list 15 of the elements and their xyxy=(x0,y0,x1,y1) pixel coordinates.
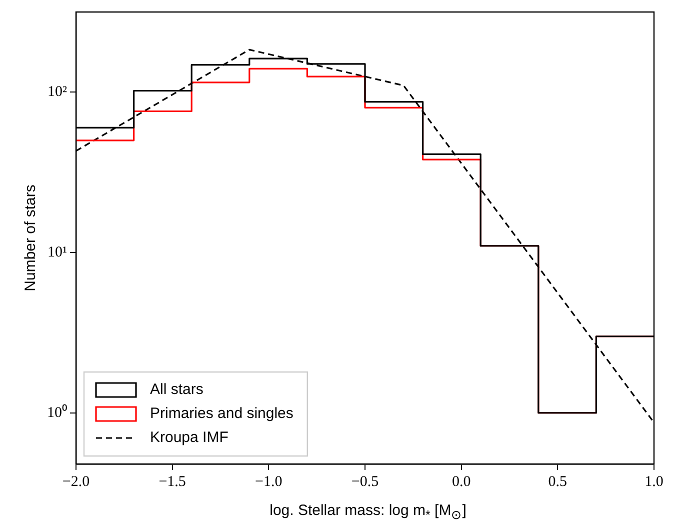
y-axis-title: Number of stars xyxy=(22,184,40,292)
y-tick-label: 10² xyxy=(48,84,68,100)
x-tick-label: 1.0 xyxy=(644,474,664,490)
y-tick-label: 10¹ xyxy=(48,244,67,260)
x-tick-label: −0.5 xyxy=(351,474,379,490)
y-tick-label: 10⁰ xyxy=(47,404,67,421)
x-tick-label: −1.0 xyxy=(255,474,282,490)
x-tick-label: 0.5 xyxy=(548,474,568,490)
legend-label: Primaries and singles xyxy=(150,405,294,422)
x-axis-title: log. Stellar mass: log m$_{*}$ [M$_{⊙}$] xyxy=(268,502,468,522)
legend-label: All stars xyxy=(150,381,204,398)
legend-label: Kroupa IMF xyxy=(150,429,228,446)
x-tick-label: −2.0 xyxy=(62,474,90,490)
x-tick-label: 0.0 xyxy=(452,474,471,490)
x-tick-label: −1.5 xyxy=(158,474,186,490)
